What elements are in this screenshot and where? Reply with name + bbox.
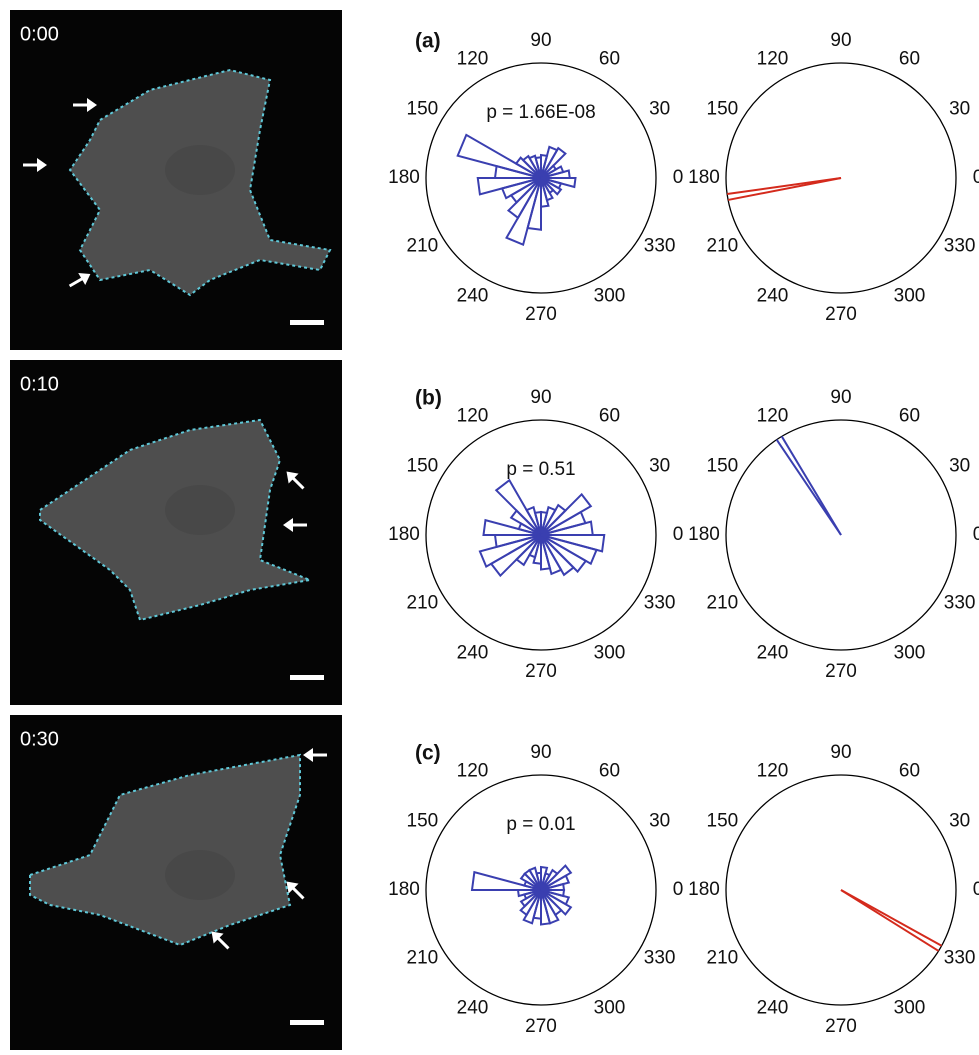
angle-label: 300 [594, 643, 626, 664]
scale-bar [290, 675, 324, 680]
angle-label: 120 [757, 405, 789, 426]
angle-label: 90 [830, 742, 851, 763]
angle-label: 330 [944, 593, 976, 614]
angle-label: 300 [894, 286, 926, 307]
angle-label: 210 [407, 593, 439, 614]
angle-label: 60 [899, 760, 920, 781]
angle-label: 180 [688, 167, 720, 188]
angle-label: 150 [707, 99, 739, 120]
angle-label: 150 [407, 811, 439, 832]
scale-bar [290, 1020, 324, 1025]
angle-label: 270 [825, 661, 857, 682]
angle-label: 240 [757, 643, 789, 664]
angle-label: 270 [525, 661, 557, 682]
angle-label: 180 [388, 879, 420, 900]
angle-label: 30 [949, 811, 970, 832]
angle-label: 330 [944, 236, 976, 257]
angle-label: 330 [644, 593, 676, 614]
time-label: 0:10 [20, 373, 59, 395]
rose-petal [472, 872, 541, 890]
angle-label: 210 [407, 948, 439, 969]
angle-label: 330 [644, 236, 676, 257]
angle-label: 240 [457, 998, 489, 1019]
angle-label: 240 [757, 286, 789, 307]
angle-label: 240 [457, 286, 489, 307]
angle-label: 180 [688, 524, 720, 545]
angle-label: 60 [599, 405, 620, 426]
angle-label: 60 [899, 48, 920, 69]
angle-label: 60 [899, 405, 920, 426]
angle-label: 0 [673, 879, 684, 900]
angle-label: 30 [649, 811, 670, 832]
angle-label: 0 [673, 524, 684, 545]
angle-label: 210 [707, 593, 739, 614]
angle-label: 120 [457, 405, 489, 426]
angle-label: 120 [757, 48, 789, 69]
angle-label: 180 [388, 524, 420, 545]
mean-direction [777, 440, 841, 535]
angle-label: 30 [649, 456, 670, 477]
angle-label: 60 [599, 760, 620, 781]
angle-label: 300 [594, 286, 626, 307]
angle-label: 120 [457, 760, 489, 781]
angle-label: 90 [830, 387, 851, 408]
angle-label: 210 [407, 236, 439, 257]
angle-label: 90 [530, 30, 551, 51]
angle-label: 90 [530, 387, 551, 408]
panel-label: (c) [415, 742, 441, 765]
angle-label: 150 [707, 456, 739, 477]
angle-label: 330 [644, 948, 676, 969]
nucleus [165, 485, 235, 535]
nucleus [165, 145, 235, 195]
p-value: p = 0.51 [506, 459, 575, 480]
angle-label: 240 [757, 998, 789, 1019]
angle-label: 0 [973, 167, 979, 188]
angle-label: 270 [825, 304, 857, 325]
angle-label: 120 [757, 760, 789, 781]
angle-label: 210 [707, 948, 739, 969]
angle-label: 180 [388, 167, 420, 188]
time-label: 0:00 [20, 23, 59, 45]
angle-label: 150 [707, 811, 739, 832]
nucleus [165, 850, 235, 900]
angle-label: 270 [525, 1016, 557, 1037]
angle-label: 90 [830, 30, 851, 51]
angle-label: 0 [673, 167, 684, 188]
angle-label: 30 [949, 456, 970, 477]
angle-label: 270 [525, 304, 557, 325]
panel-label: (b) [415, 387, 442, 410]
angle-label: 330 [944, 948, 976, 969]
angle-label: 210 [707, 236, 739, 257]
angle-label: 0 [973, 879, 979, 900]
angle-label: 0 [973, 524, 979, 545]
angle-label: 150 [407, 99, 439, 120]
angle-label: 300 [594, 998, 626, 1019]
panel-label: (a) [415, 30, 441, 53]
mean-direction [841, 890, 942, 946]
scale-bar [290, 320, 324, 325]
p-value: p = 1.66E-08 [486, 102, 595, 123]
figure: 0:00 0:10 0:30 (a) 0 30 60 90 120 150 180 210 240 270… [0, 0, 979, 1055]
p-value: p = 0.01 [506, 814, 575, 835]
angle-label: 30 [949, 99, 970, 120]
angle-label: 150 [407, 456, 439, 477]
angle-label: 90 [530, 742, 551, 763]
angle-label: 240 [457, 643, 489, 664]
angle-label: 30 [649, 99, 670, 120]
angle-label: 180 [688, 879, 720, 900]
mean-direction [728, 178, 841, 200]
angle-label: 300 [894, 643, 926, 664]
angle-label: 60 [599, 48, 620, 69]
angle-label: 300 [894, 998, 926, 1019]
time-label: 0:30 [20, 728, 59, 750]
angle-label: 270 [825, 1016, 857, 1037]
angle-label: 120 [457, 48, 489, 69]
